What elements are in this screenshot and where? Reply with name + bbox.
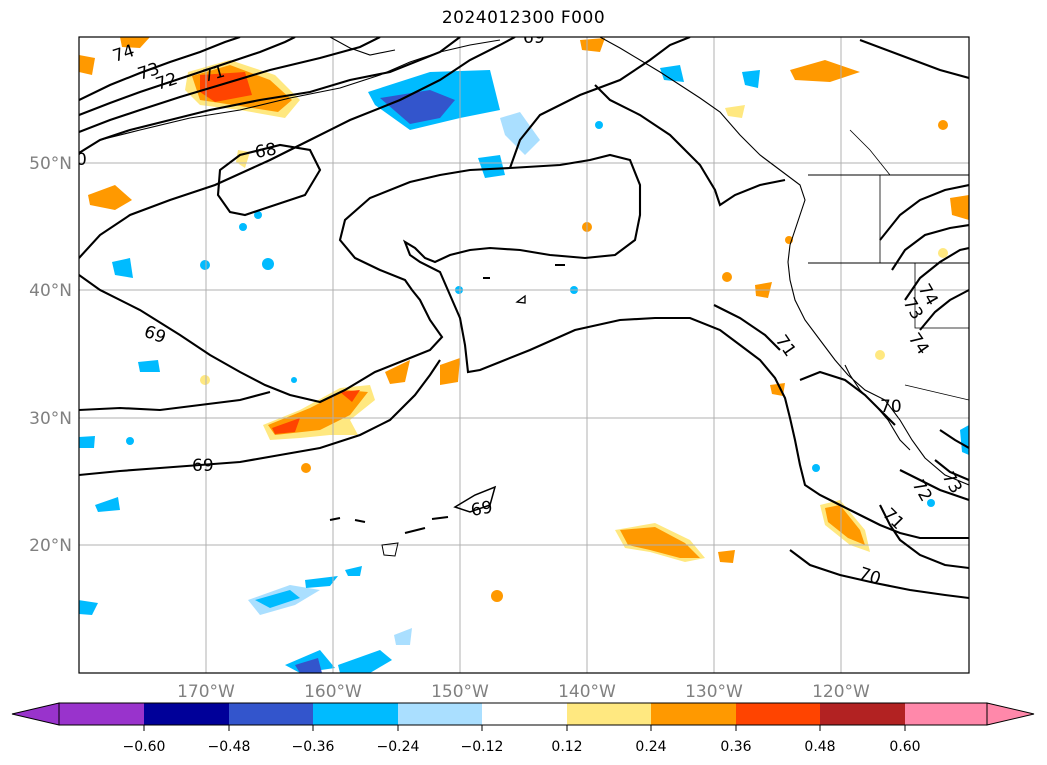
coastlines <box>99 37 969 486</box>
colorbar-tick-label: 0.36 <box>720 739 751 755</box>
colorbar-segment <box>313 703 398 725</box>
lat-label-50n: 50°N <box>29 154 72 174</box>
colorbar-segment <box>398 703 482 725</box>
colorbar: −0.60 −0.48 −0.36 −0.24 −0.12 0.12 0.24 … <box>11 702 1035 755</box>
colorbar-extend-max <box>986 702 1035 726</box>
colorbar-ticks <box>143 725 906 731</box>
colorbar-tick-label: 0.48 <box>804 739 835 755</box>
graticule <box>79 37 969 673</box>
colorbar-outline <box>58 702 988 726</box>
contour-label: 69 <box>523 28 545 48</box>
colorbar-tick-label: −0.24 <box>377 739 420 755</box>
colorbar-tick-label: −0.60 <box>123 739 166 755</box>
map-border <box>78 36 970 674</box>
longitude-labels: 170°W 160°W 150°W 140°W 130°W 120°W <box>177 682 870 702</box>
colorbar-segment <box>736 703 820 725</box>
colorbar-tick-label: −0.48 <box>208 739 251 755</box>
colorbar-tick-label: 0.60 <box>889 739 920 755</box>
map-title: 2024012300 F000 <box>441 8 606 28</box>
lon-label-170w: 170°W <box>177 682 235 702</box>
colorbar-tick-label: −0.12 <box>461 739 504 755</box>
colorbar-tick-label: 0.12 <box>551 739 582 755</box>
colorbar-segment <box>144 703 229 725</box>
colorbar-segment <box>229 703 313 725</box>
contour-label: 68 <box>253 139 278 162</box>
lon-label-150w: 150°W <box>431 682 489 702</box>
contour-label: 0 <box>76 150 87 170</box>
lon-label-160w: 160°W <box>304 682 362 702</box>
colorbar-segment <box>482 703 567 725</box>
contour-label: 69 <box>192 456 214 476</box>
contour-label: 70 <box>880 397 902 417</box>
colorbar-segment <box>567 703 651 725</box>
hawaiian-islands <box>329 264 565 557</box>
colorbar-segment <box>59 703 144 725</box>
lat-label-40n: 40°N <box>29 281 72 301</box>
lon-label-120w: 120°W <box>812 682 870 702</box>
colorbar-segment <box>905 703 987 725</box>
colorbar-extend-min <box>11 702 60 726</box>
colorbar-segment <box>651 703 736 725</box>
colorbar-tick-label: −0.36 <box>292 739 335 755</box>
colorbar-segment <box>820 703 905 725</box>
latitude-labels: 50°N 40°N 30°N 20°N <box>29 154 72 556</box>
colorbar-tick-label: 0.24 <box>635 739 666 755</box>
contour-lines <box>79 37 969 600</box>
lat-label-30n: 30°N <box>29 409 72 429</box>
lon-label-140w: 140°W <box>558 682 616 702</box>
lat-label-20n: 20°N <box>29 536 72 556</box>
map-panel: 74 73 72 71 0 68 69 69 69 69 71 73 74 74… <box>76 28 970 674</box>
lon-label-130w: 130°W <box>685 682 743 702</box>
contour-label: 69 <box>469 497 494 520</box>
